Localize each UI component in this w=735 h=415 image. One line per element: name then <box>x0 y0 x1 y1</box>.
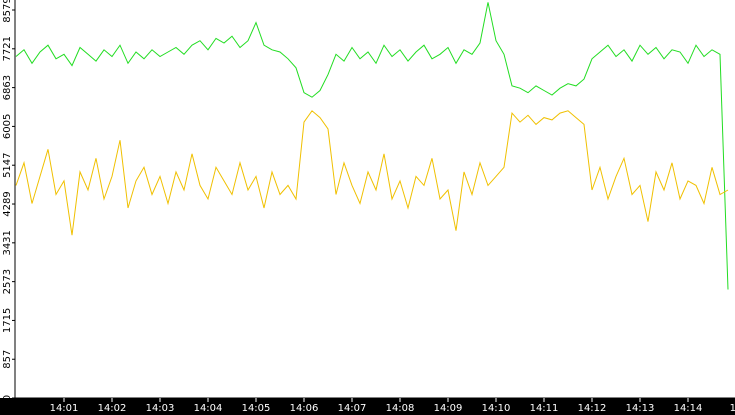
y-tick-label: 6863 <box>2 75 13 100</box>
x-tick-label: 14:04 <box>194 403 223 414</box>
x-tick-label: 14:11 <box>530 403 559 414</box>
y-tick-label: 1715 <box>2 308 13 333</box>
y-tick-label: 5147 <box>2 152 13 177</box>
y-tick-label: 2573 <box>2 269 13 294</box>
y-tick-label: 0 <box>2 395 13 401</box>
x-tick-label: 14:05 <box>242 403 271 414</box>
y-tick-label: 8579 <box>2 0 13 23</box>
x-tick-label: 14:01 <box>50 403 79 414</box>
x-tick-label: 14:09 <box>434 403 463 414</box>
x-tick-label: 14:12 <box>578 403 607 414</box>
y-tick-label: 4289 <box>2 191 13 216</box>
x-tick-label: 14:13 <box>626 403 655 414</box>
x-tick-label: 14:03 <box>146 403 175 414</box>
x-tick-label: 14:10 <box>482 403 511 414</box>
y-tick-label: 857 <box>2 350 13 369</box>
series-line <box>15 110 729 236</box>
x-axis-band <box>0 398 735 415</box>
y-tick-label: 6005 <box>2 114 13 139</box>
x-tick-label: 14 <box>730 403 735 414</box>
x-tick-label: 14:02 <box>98 403 127 414</box>
y-tick-label: 7721 <box>2 36 13 61</box>
y-tick-label: 3431 <box>2 230 13 255</box>
x-tick-label: 14:06 <box>290 403 319 414</box>
x-tick-label: 14:08 <box>386 403 415 414</box>
series-line <box>15 2 729 290</box>
x-tick-label: 14:07 <box>338 403 367 414</box>
x-tick-label: 14:14 <box>674 403 703 414</box>
